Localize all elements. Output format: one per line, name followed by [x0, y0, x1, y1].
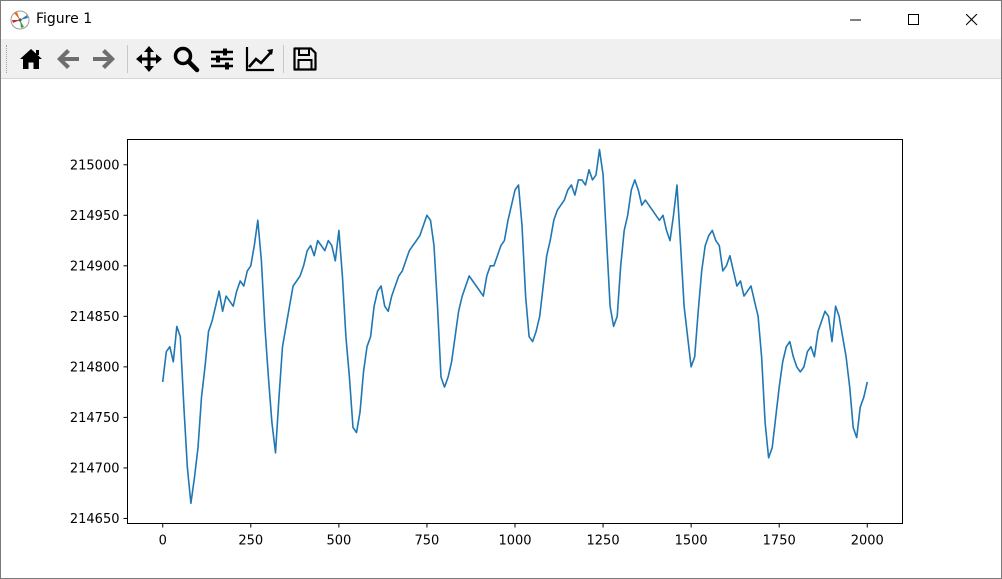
y-axis: 214650 214700 214750 214800 214850 214900 2149… — [70, 158, 128, 527]
x-tick-label: 0 — [159, 534, 167, 549]
arrow-right-icon — [93, 49, 115, 69]
x-tick-label: 500 — [326, 534, 351, 549]
arrow-left-icon — [57, 49, 79, 69]
minimize-icon — [850, 19, 861, 21]
navigation-toolbar — [1, 39, 1001, 79]
x-tick-label: 1750 — [763, 534, 796, 549]
x-tick-label: 2000 — [851, 534, 884, 549]
matplotlib-logo-icon — [10, 10, 30, 30]
toolbar-separator — [283, 45, 284, 73]
zoom-button[interactable] — [170, 43, 202, 75]
pan-button[interactable] — [133, 43, 165, 75]
close-button[interactable] — [943, 1, 1001, 39]
axes-frame — [127, 139, 903, 524]
home-icon — [20, 49, 42, 69]
toolbar-grip[interactable] — [6, 45, 10, 73]
floppy-disk-icon — [293, 47, 317, 71]
y-tick-label: 214800 — [70, 360, 120, 375]
maximize-button[interactable] — [885, 1, 943, 39]
maximize-icon — [908, 14, 919, 25]
home-button[interactable] — [15, 43, 47, 75]
subplots-button[interactable] — [206, 43, 238, 75]
toolbar-separator — [127, 45, 128, 73]
series-line — [161, 148, 869, 505]
move-icon — [136, 46, 162, 72]
y-tick-label: 214650 — [70, 512, 120, 527]
edit-axis-button[interactable] — [243, 43, 275, 75]
y-tick-label: 214950 — [70, 209, 120, 224]
forward-button[interactable] — [88, 43, 120, 75]
title-bar[interactable]: Figure 1 — [1, 1, 1001, 39]
magnifier-icon — [173, 46, 200, 73]
close-icon — [966, 14, 978, 26]
save-button[interactable] — [289, 43, 321, 75]
line-chart-icon — [245, 47, 274, 72]
x-tick-label: 1500 — [675, 534, 708, 549]
y-tick-label: 214750 — [70, 411, 120, 426]
x-tick-label: 750 — [415, 534, 440, 549]
y-tick-label: 214850 — [70, 310, 120, 325]
window-title: Figure 1 — [36, 11, 93, 27]
line-chart: 0 250 500 750 1000 1250 1500 1750 2000 214650214… — [70, 139, 903, 549]
y-tick-label: 214900 — [70, 259, 120, 274]
figure-canvas[interactable]: 0 250 500 750 1000 1250 1500 1750 2000 214650 214… — [1, 79, 1001, 578]
y-tick-label: 214700 — [70, 461, 120, 476]
x-tick-label: 1250 — [587, 534, 620, 549]
x-tick-label: 1000 — [498, 534, 531, 549]
sliders-icon — [211, 48, 233, 70]
y-tick-label: 215000 — [70, 158, 120, 173]
x-axis: 0 250 500 750 1000 1250 1500 1750 2000 — [159, 523, 884, 549]
minimize-button[interactable] — [827, 1, 885, 39]
x-tick-label: 250 — [238, 534, 263, 549]
back-button[interactable] — [52, 43, 84, 75]
